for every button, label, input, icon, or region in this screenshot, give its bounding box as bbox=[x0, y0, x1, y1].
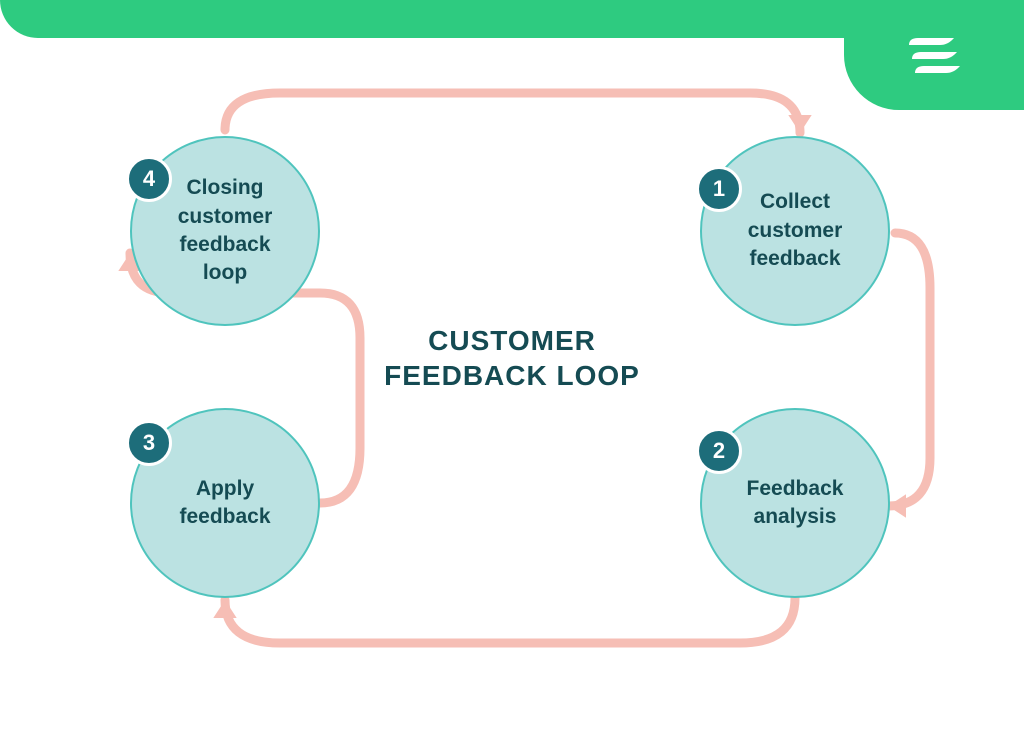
node-n1: Collect customer feedback bbox=[700, 136, 890, 326]
badge-n1: 1 bbox=[696, 166, 742, 212]
badge-n2: 2 bbox=[696, 428, 742, 474]
arrow-head-a2to3 bbox=[213, 600, 236, 618]
arrow-path-a1to2 bbox=[888, 233, 930, 506]
badge-n4: 4 bbox=[126, 156, 172, 202]
badge-n3: 3 bbox=[126, 420, 172, 466]
arrow-path-a2to3 bbox=[225, 598, 795, 643]
arrow-head-a4to1 bbox=[788, 115, 811, 133]
diagram-canvas: CUSTOMER FEEDBACK LOOP Collect customer … bbox=[0, 38, 1024, 744]
arrow-head-a1to2 bbox=[888, 494, 906, 517]
arrow-path-a4to1 bbox=[225, 93, 800, 133]
diagram-title: CUSTOMER FEEDBACK LOOP bbox=[384, 323, 640, 393]
